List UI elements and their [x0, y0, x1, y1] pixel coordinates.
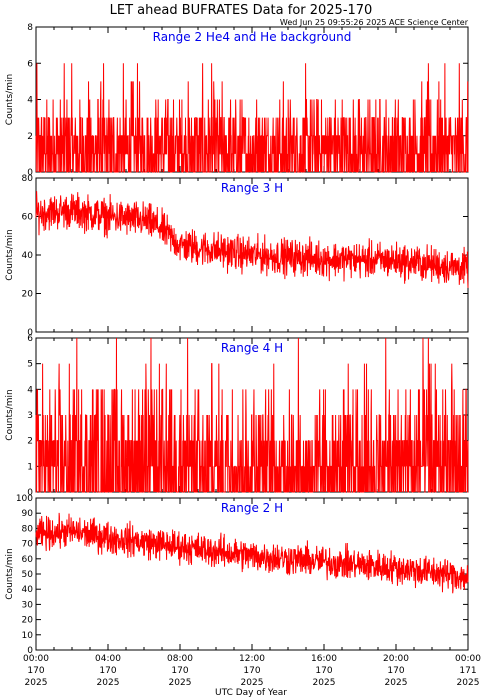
y-tick-label: 5: [27, 360, 33, 370]
x-tick-text: 08:00: [167, 654, 193, 664]
y-axis-label: Counts/min: [5, 389, 15, 440]
panel-title: Range 2 He4 and He background: [153, 30, 352, 44]
x-tick-text: 2025: [169, 678, 192, 688]
x-tick-text: 2025: [25, 678, 48, 688]
x-tick-text: 12:00: [239, 654, 265, 664]
y-tick-label: 80: [22, 524, 34, 534]
y-tick-label: 3: [27, 411, 33, 421]
x-tick-label: 00:00 171 2025: [455, 654, 481, 688]
y-tick-label: 30: [22, 600, 34, 610]
y-tick-label: 40: [22, 585, 34, 595]
panel-title: Range 4 H: [221, 341, 283, 355]
x-tick-label: 04:00 170 2025: [95, 654, 121, 688]
y-tick-label: 0: [27, 646, 33, 656]
y-tick-label: 20: [22, 290, 34, 300]
panel-2: 0 20 40 60 80 Counts/min Range 3 H: [5, 174, 469, 338]
y-tick-label: 10: [22, 631, 34, 641]
x-tick-label: 20:00 170 2025: [383, 654, 409, 688]
y-tick-label: 40: [22, 251, 34, 261]
x-tick-text: 2025: [241, 678, 264, 688]
y-tick-label: 20: [22, 616, 34, 626]
panel-title: Range 2 H: [221, 501, 283, 515]
y-tick-label: 6: [27, 334, 33, 344]
series-line: [35, 337, 469, 493]
x-tick-text: 170: [387, 666, 404, 676]
series-line: [35, 512, 469, 594]
x-tick-text: 2025: [457, 678, 480, 688]
x-tick-label: 12:00 170 2025: [239, 654, 265, 688]
panels: 0 2 4 6 8 Counts/min Range 2 He4 and He backgr…: [5, 23, 469, 656]
x-tick-text: 2025: [97, 678, 120, 688]
x-tick-text: 04:00: [95, 654, 121, 664]
chart-title: LET ahead BUFRATES Data for 2025-170: [110, 3, 373, 18]
y-tick-label: 0: [27, 168, 33, 178]
y-tick-label: 50: [22, 570, 34, 580]
y-axis-label: Counts/min: [5, 229, 15, 280]
series-line: [35, 191, 469, 288]
panel-1: 0 2 4 6 8 Counts/min Range 2 He4 and He backgr…: [5, 23, 469, 178]
panel-title: Range 3 H: [221, 181, 283, 195]
y-tick-label: 60: [22, 213, 34, 223]
y-tick-label: 4: [27, 385, 33, 395]
x-tick-text: 170: [27, 666, 44, 676]
x-tick-text: 2025: [385, 678, 408, 688]
x-tick-text: 2025: [313, 678, 336, 688]
x-tick-text: 170: [99, 666, 116, 676]
y-tick-label: 4: [27, 96, 33, 106]
x-tick-text: 170: [171, 666, 188, 676]
timestamp-label: Wed Jun 25 09:55:26 2025 ACE Science Cen…: [280, 18, 469, 27]
x-tick-text: 16:00: [311, 654, 337, 664]
x-axis-label: UTC Day of Year: [215, 688, 287, 698]
x-tick-text: 171: [459, 666, 476, 676]
x-tick-text: 00:00: [23, 654, 49, 664]
x-axis-ticks: 00:00170202504:00170202508:00170202512:0…: [23, 654, 481, 688]
plot-frame: [35, 497, 469, 651]
y-tick-label: 2: [27, 437, 33, 447]
x-tick-label: 16:00 170 2025: [311, 654, 337, 688]
y-tick-label: 2: [27, 132, 33, 142]
y-tick-label: 80: [22, 174, 34, 184]
y-tick-label: 6: [27, 59, 33, 69]
x-tick-text: 20:00: [383, 654, 409, 664]
y-tick-label: 0: [27, 488, 33, 498]
x-tick-text: 00:00: [455, 654, 481, 664]
y-axis-label: Counts/min: [5, 548, 15, 599]
panel-3: 0 1 2 3 4 5 6 Counts/min Range 4 H: [5, 334, 469, 498]
y-tick-label: 70: [22, 540, 34, 550]
y-axis-label: Counts/min: [5, 74, 15, 125]
y-tick-label: 60: [22, 555, 34, 565]
y-tick-label: 90: [22, 509, 34, 519]
x-tick-text: 170: [315, 666, 332, 676]
y-tick-label: 1: [27, 462, 33, 472]
series-line: [35, 63, 469, 173]
x-tick-label: 08:00 170 2025: [167, 654, 193, 688]
x-tick-label: 00:00 170 2025: [23, 654, 49, 688]
y-tick-label: 100: [16, 494, 33, 504]
y-tick-label: 8: [27, 23, 33, 33]
y-tick-label: 0: [27, 328, 33, 338]
panel-4: 0 10 20 30 40 50 60 70 80 90 100 Counts/min Range 2 …: [5, 494, 469, 656]
x-tick-text: 170: [243, 666, 260, 676]
